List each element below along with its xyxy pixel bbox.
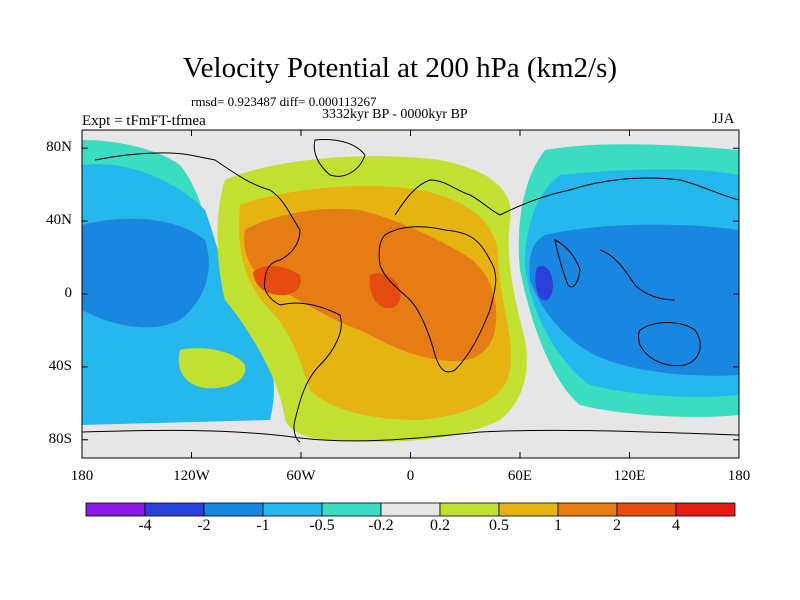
colorbar-swatch — [557, 502, 618, 517]
x-label-180w: 180 — [70, 468, 94, 484]
colorbar-label: -0.2 — [368, 517, 394, 534]
y-ticks — [82, 147, 739, 441]
colorbar-swatch — [321, 502, 382, 517]
contour-region-central-pos-2b — [369, 273, 401, 309]
coastlines — [82, 139, 739, 443]
colorbar-label: -4 — [138, 517, 152, 534]
map-title: Velocity Potential at 200 hPa (km2/s) — [182, 52, 618, 84]
x-ticks — [81, 130, 740, 458]
coastline-greenland — [313, 139, 366, 177]
colorbar-label: -0.5 — [309, 517, 335, 534]
colorbar-label: 4 — [672, 517, 680, 534]
colorbar-swatch — [380, 502, 441, 517]
contour-region-west-neg-2 — [82, 236, 154, 300]
colorbar-swatch — [262, 502, 323, 517]
y-label-0: 0 — [64, 285, 73, 301]
colorbar-swatch — [85, 502, 146, 517]
x-label-120w: 120W — [173, 468, 210, 484]
coastline-europe — [394, 179, 501, 216]
contour-region-east-neg-2 — [535, 265, 553, 301]
period-label: 3332kyr BP - 0000kyr BP — [322, 107, 468, 122]
y-label-40s: 40S — [48, 357, 72, 374]
y-label-80s: 80S — [48, 430, 72, 447]
contour-region-south-pacific-weak-pos — [178, 348, 246, 389]
x-label-120e: 120E — [613, 468, 646, 484]
colorbar-swatch — [144, 502, 205, 517]
colorbar-swatch — [675, 502, 736, 517]
coastline-north-america — [94, 152, 301, 306]
colorbar-swatch — [616, 502, 677, 517]
x-label-60e: 60E — [507, 468, 533, 484]
colorbar-swatch — [439, 502, 500, 517]
colorbar-label: 2 — [613, 517, 621, 534]
colorbar-label: 0.2 — [430, 517, 450, 534]
experiment-label: Expt = tFmFT-tfmea — [82, 113, 206, 129]
map-field — [82, 130, 739, 458]
contour-region-east-neg-1 — [529, 224, 739, 376]
y-label-40n: 40N — [46, 212, 72, 229]
coastline-india — [554, 239, 581, 288]
colorbar-swatch — [498, 502, 559, 517]
colorbar — [85, 502, 736, 517]
coastline-antarctica — [82, 429, 739, 442]
x-label-0: 0 — [406, 468, 415, 484]
stats-label: rmsd= 0.923487 diff= 0.000113267 — [191, 94, 377, 109]
colorbar-swatch — [203, 502, 264, 517]
coastline-southeast-asia — [599, 249, 676, 301]
coastline-australia — [638, 322, 701, 367]
coastline-south-america — [279, 302, 342, 443]
colorbar-label: -1 — [256, 517, 270, 534]
x-label-60w: 60W — [286, 468, 316, 484]
colorbar-label: -2 — [197, 517, 211, 534]
colorbar-label: 0.5 — [489, 517, 509, 534]
x-label-180e: 180 — [727, 468, 751, 484]
colorbar-label: 1 — [554, 517, 562, 534]
season-label: JJA — [712, 111, 735, 127]
coastline-africa — [378, 226, 497, 373]
coastline-asia — [499, 177, 739, 216]
y-label-80n: 80N — [46, 139, 72, 156]
